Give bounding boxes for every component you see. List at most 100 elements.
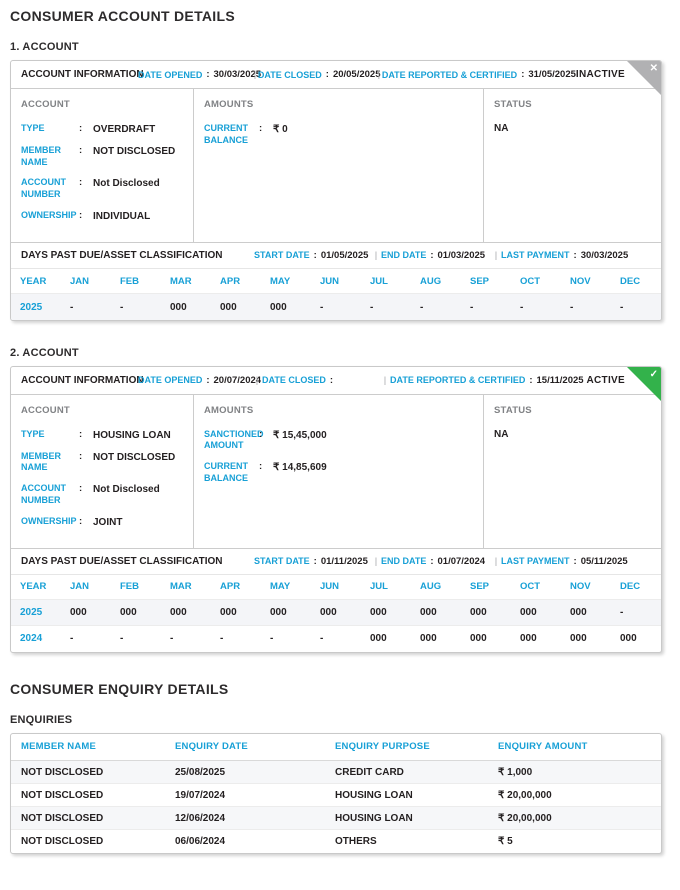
month-header-cell: AUG [420, 275, 442, 287]
status-column-header: STATUS [494, 404, 532, 416]
month-header-cell: DEC [620, 275, 641, 287]
date-reported-value: 31/05/2025 [528, 69, 576, 80]
dpd-value-cell: 000 [270, 301, 287, 313]
enquiry-row: NOT DISCLOSED 25/08/2025 CREDIT CARD ₹ 1… [11, 760, 661, 784]
colon: : [313, 555, 317, 567]
dpd-value-cell: 000 [320, 607, 337, 618]
dpd-value-cell: - [320, 633, 324, 645]
close-icon: ✕ [649, 63, 658, 74]
dpd-value-cell: 000 [520, 633, 537, 645]
separator: | [374, 249, 378, 261]
dpd-value-cell: 000 [620, 633, 637, 645]
dpd-value-cell: 000 [270, 607, 287, 618]
date-reported-field: DATE REPORTED & CERTIFIED : 31/05/2025 [382, 69, 576, 80]
year-header-cell: YEAR [20, 275, 47, 287]
account-number-row: ACCOUNT NUMBER : Not Disclosed [21, 177, 183, 200]
type-value: HOUSING LOAN [93, 429, 171, 441]
consumer-account-details-title: CONSUMER ACCOUNT DETAILS [10, 8, 235, 24]
month-header-cell: JAN [70, 275, 90, 287]
month-header-cell: MAY [270, 275, 291, 287]
date-reported-field: DATE REPORTED & CERTIFIED : 15/11/2025 [390, 375, 584, 386]
enquiry-amount-cell: ₹ 20,00,000 [498, 789, 552, 801]
colon: : [259, 428, 263, 440]
dpd-value-cell: 000 [370, 633, 387, 645]
colon: : [259, 123, 263, 134]
ownership-label: OWNERSHIP [21, 209, 77, 220]
end-date-label: END DATE [381, 556, 427, 566]
days-past-due-label: DAYS PAST DUE/ASSET CLASSIFICATION [21, 555, 223, 567]
year-cell: 2025 [20, 301, 43, 313]
colon: : [325, 69, 329, 80]
colon: : [206, 69, 210, 80]
member-name-value: NOT DISCLOSED [93, 146, 176, 157]
dpd-value-cell: - [470, 301, 474, 313]
ownership-row: OWNERSHIP : INDIVIDUAL [21, 210, 183, 223]
current-balance-label: CURRENT BALANCE [204, 123, 248, 145]
status-column-header: STATUS [494, 99, 532, 110]
member-name-label: MEMBER NAME [21, 145, 61, 167]
days-past-due-label: DAYS PAST DUE/ASSET CLASSIFICATION [21, 249, 223, 261]
current-balance-value: ₹ 0 [273, 124, 288, 135]
month-header-cell: JUL [370, 275, 388, 287]
separator: | [383, 374, 387, 386]
separator: | [377, 69, 381, 80]
current-balance-value: ₹ 14,85,609 [273, 462, 327, 474]
enquiry-date-cell: 19/07/2024 [175, 789, 226, 801]
ownership-value: INDIVIDUAL [93, 210, 151, 222]
month-header-cell: JUN [320, 275, 340, 287]
month-header-cell: OCT [520, 581, 541, 593]
type-value: OVERDRAFT [93, 124, 156, 135]
month-header-cell: AUG [420, 581, 442, 593]
date-opened-field: DATE OPENED : 20/07/2024 [138, 375, 261, 386]
year-cell: 2024 [20, 633, 43, 645]
start-date-label: START DATE [254, 556, 310, 566]
dpd-value-cell: - [220, 633, 224, 645]
dpd-value-cell: 000 [220, 607, 237, 618]
account-column-header: ACCOUNT [21, 99, 70, 110]
month-header-cell: FEB [120, 275, 139, 287]
start-date-field: START DATE : 01/05/2025 [254, 250, 371, 261]
sanctioned-amount-label: SANCTIONED AMOUNT [204, 428, 264, 451]
enquiry-purpose-cell: OTHERS [335, 835, 377, 847]
account-1-info-row: ACCOUNT INFORMATION DATE OPENED : 30/03/… [11, 61, 661, 95]
account-2-dpd-table: YEAR JAN FEB MAR APR MAY JUN JUL AUG SEP… [11, 575, 661, 652]
date-opened-label: DATE OPENED [138, 375, 203, 386]
colon: : [573, 249, 577, 261]
amounts-column: AMOUNTS CURRENT BALANCE : ₹ 0 [194, 89, 484, 242]
dpd-value-cell: 000 [70, 607, 87, 618]
account-column: ACCOUNT TYPE : OVERDRAFT MEMBER NAME : N… [11, 89, 194, 242]
dpd-value-cell: - [320, 301, 324, 313]
date-opened-field: DATE OPENED : 30/03/2025 [138, 69, 261, 80]
dpd-value-cell: 000 [170, 301, 187, 313]
dpd-value-cell: - [570, 301, 574, 313]
dpd-value-cell: 000 [220, 301, 237, 313]
current-balance-row: CURRENT BALANCE : ₹ 0 [204, 123, 473, 146]
colon: : [79, 515, 83, 527]
type-label: TYPE [21, 428, 45, 439]
date-reported-label: DATE REPORTED & CERTIFIED [381, 69, 518, 80]
enquiry-header-cell: ENQUIRY DATE [175, 741, 248, 753]
account-1-detail-columns: ACCOUNT TYPE : OVERDRAFT MEMBER NAME : N… [11, 89, 661, 242]
enquiries-header-row: MEMBER NAME ENQUIRY DATE ENQUIRY PURPOSE… [11, 734, 661, 761]
dpd-value-cell: 000 [470, 607, 487, 618]
enquiry-row: NOT DISCLOSED 12/06/2024 HOUSING LOAN ₹ … [11, 806, 661, 830]
account-1-dpd-row: DAYS PAST DUE/ASSET CLASSIFICATION START… [11, 241, 661, 269]
start-date-value: 01/05/2025 [320, 249, 369, 261]
dpd-value-cell: - [170, 633, 174, 645]
check-icon: ✓ [649, 368, 658, 380]
enquiry-header-cell: ENQUIRY AMOUNT [498, 741, 588, 753]
date-opened-label: DATE OPENED [138, 69, 203, 80]
date-closed-field: DATE CLOSED : 20/05/2025 [257, 69, 381, 80]
colon: : [79, 209, 83, 221]
enquiry-purpose-cell: HOUSING LOAN [335, 789, 413, 801]
account-number-value: Not Disclosed [93, 178, 160, 190]
month-header-cell: APR [220, 581, 241, 593]
status-value: NA [494, 428, 509, 440]
date-closed-label: DATE CLOSED [257, 69, 322, 80]
month-header-cell: NOV [570, 275, 591, 287]
month-header-cell: JUN [320, 581, 340, 593]
member-name-value: NOT DISCLOSED [93, 451, 176, 463]
colon: : [430, 555, 434, 567]
enquiry-member-cell: NOT DISCLOSED [21, 789, 104, 801]
